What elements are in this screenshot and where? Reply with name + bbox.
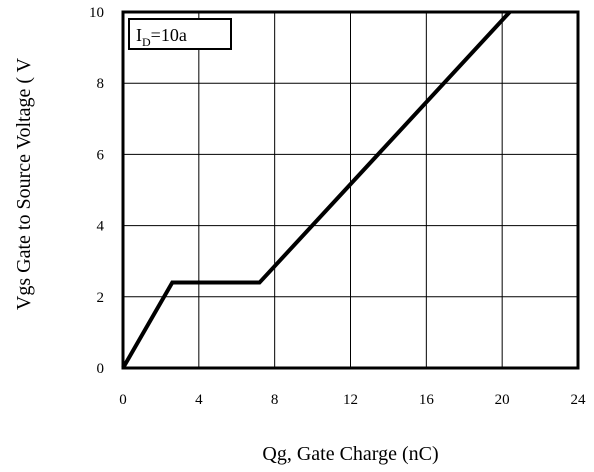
y-tick-label: 2 (97, 290, 105, 306)
plot-frame (121, 10, 580, 370)
annotation-value: =10a (151, 25, 187, 45)
x-tick-label: 8 (271, 392, 279, 408)
y-tick-label: 0 (97, 361, 105, 377)
x-tick-label: 12 (343, 392, 358, 408)
y-axis-title: Vgs Gate to Source Voltage ( V (13, 57, 35, 310)
y-tick-label: 10 (89, 5, 104, 21)
y-tick-labels: 0 2 4 6 8 10 (89, 5, 105, 377)
x-tick-label: 4 (195, 392, 203, 408)
annotation-subscript: D (142, 35, 151, 49)
x-tick-label: 24 (571, 392, 587, 408)
x-tick-label: 16 (419, 392, 435, 408)
annotation-box: ID=10a (128, 18, 232, 50)
x-tick-label: 0 (119, 392, 127, 408)
series-line (121, 10, 512, 369)
annotation-label: ID=10a (136, 25, 187, 49)
annotation-main: I (136, 25, 142, 45)
annotation-frame (128, 18, 232, 50)
grid-lines (123, 12, 578, 368)
x-tick-labels: 0 4 8 12 16 20 24 (119, 392, 586, 408)
y-tick-label: 8 (97, 76, 105, 92)
x-tick-label: 20 (495, 392, 510, 408)
y-tick-label: 4 (97, 219, 105, 235)
y-tick-label: 6 (97, 147, 105, 163)
series-group (121, 10, 512, 369)
x-axis-title: Qg, Gate Charge (nC) (262, 443, 438, 465)
